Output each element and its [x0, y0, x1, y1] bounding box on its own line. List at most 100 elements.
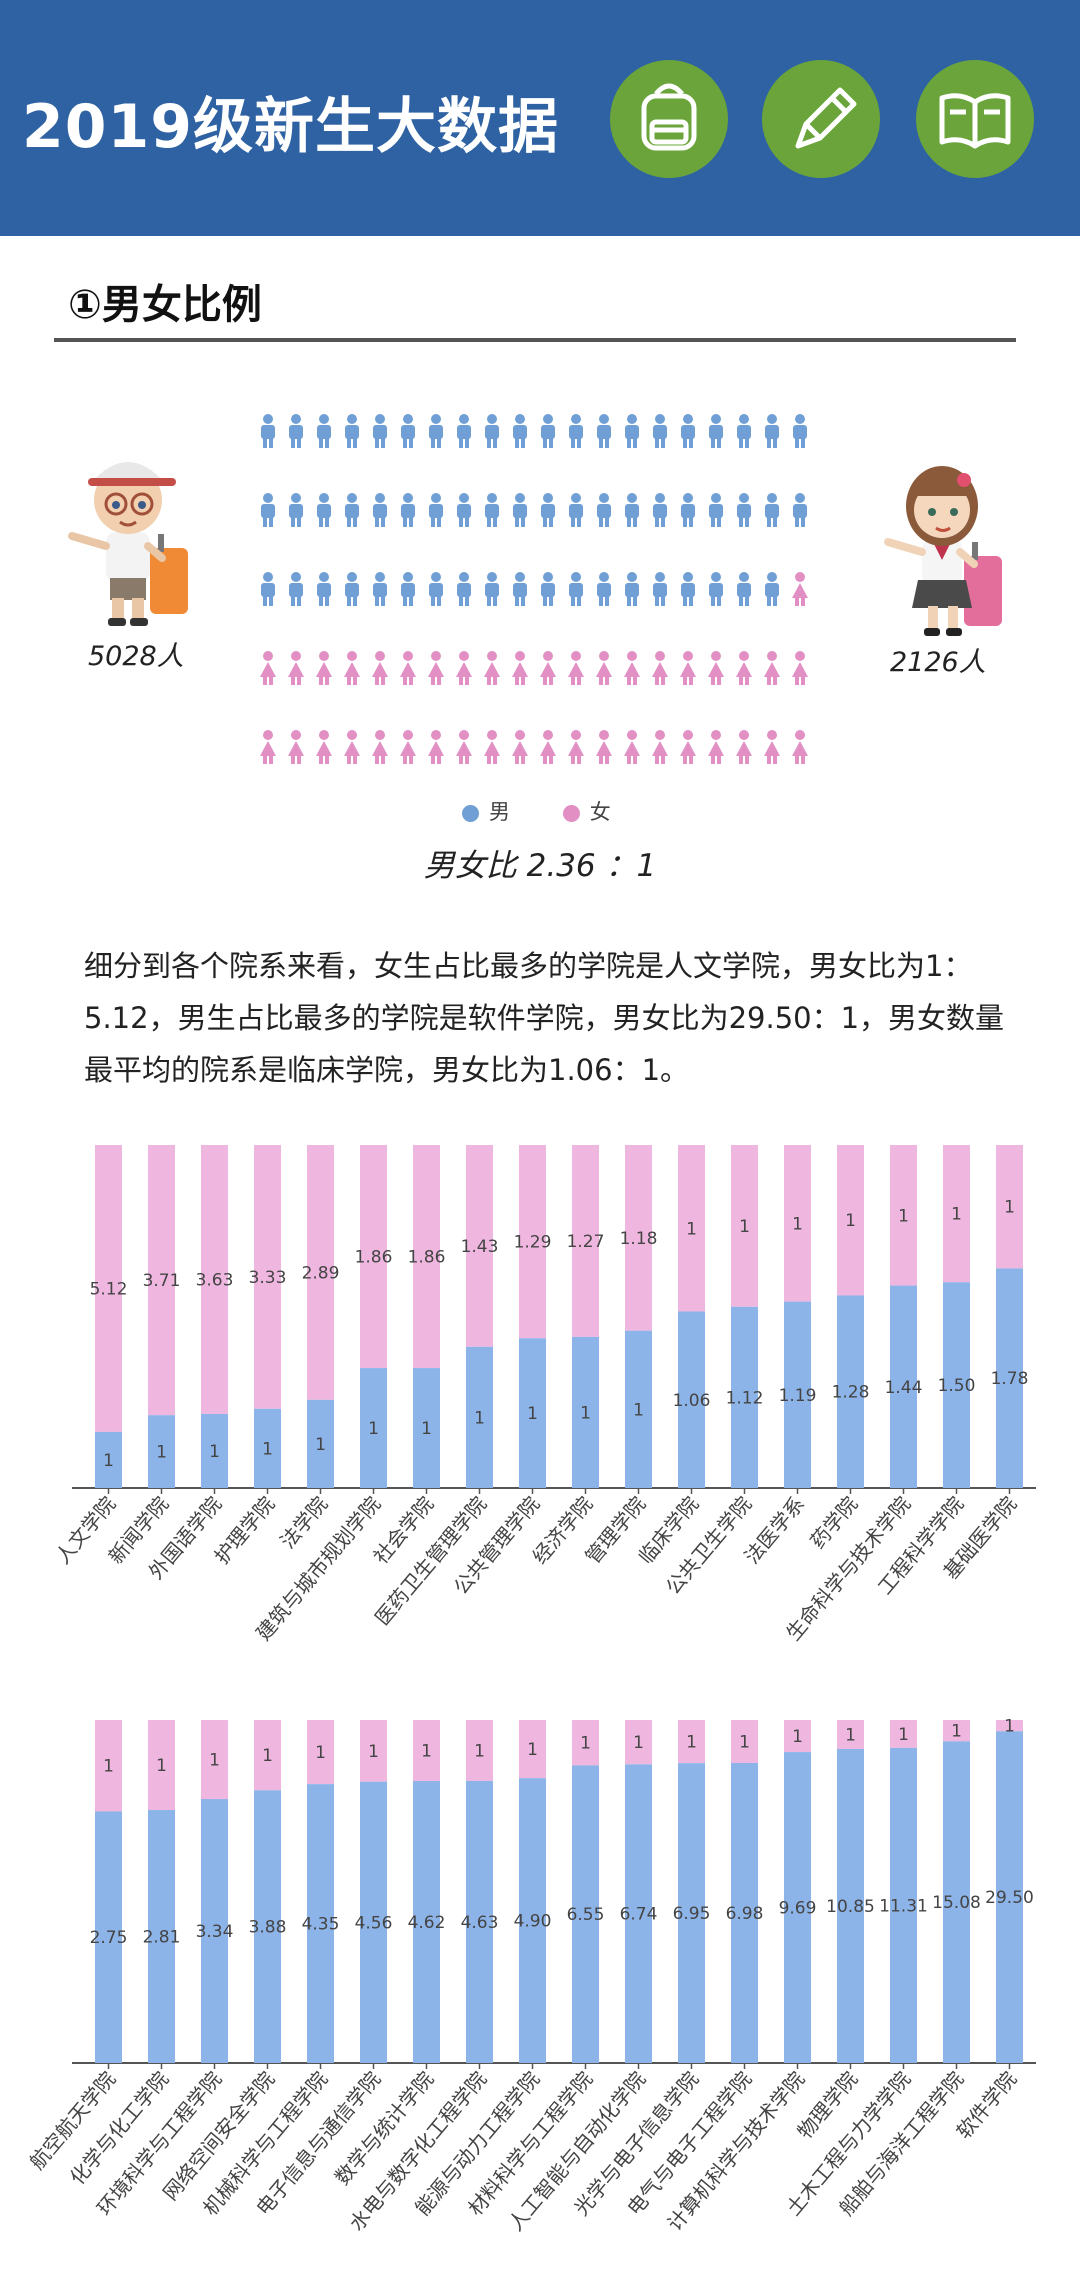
female-person-icon	[344, 651, 360, 685]
bar-male	[678, 1311, 705, 1488]
bar-female	[572, 1720, 599, 1766]
bar-male	[466, 1346, 493, 1488]
data-label-female: 1	[633, 1733, 644, 1753]
data-label-male: 6.95	[673, 1904, 711, 1924]
female-person-icon	[568, 730, 584, 764]
data-label-female: 2.89	[302, 1263, 340, 1283]
data-label-female: 5.12	[90, 1279, 128, 1299]
female-person-icon	[400, 651, 416, 685]
data-label-male: 4.35	[302, 1915, 340, 1935]
bar-female	[784, 1720, 811, 1753]
data-label-female: 1	[262, 1746, 273, 1766]
male-person-icon	[429, 493, 443, 527]
female-person-icon	[428, 730, 444, 764]
bar-female	[360, 1145, 387, 1369]
page-title: 2019级新生大数据	[22, 92, 559, 162]
bar-female	[254, 1720, 281, 1791]
bar-female	[625, 1145, 652, 1331]
female-person-icon	[680, 651, 696, 685]
male-person-icon	[373, 572, 387, 606]
data-label-male: 1.12	[726, 1388, 764, 1408]
data-label-female: 1.27	[567, 1232, 605, 1252]
data-label-female: 1	[792, 1727, 803, 1747]
female-person-icon	[792, 572, 808, 606]
female-person-icon	[708, 730, 724, 764]
bar-female	[625, 1720, 652, 1765]
female-person-icon	[316, 651, 332, 685]
bar-female	[466, 1720, 493, 1781]
bar-female	[678, 1145, 705, 1312]
data-label-male: 10.85	[826, 1897, 875, 1917]
data-label-female: 1	[1004, 1717, 1015, 1737]
girl-figure	[884, 466, 1002, 636]
male-count-label: 5028人	[88, 641, 184, 672]
data-label-female: 1	[474, 1741, 485, 1761]
female-legend-swatch	[562, 804, 580, 822]
bar-male	[95, 1811, 122, 2063]
bar-male	[625, 1764, 652, 2063]
female-person-icon	[764, 651, 780, 685]
data-label-male: 1	[527, 1404, 538, 1424]
bar-female	[148, 1720, 175, 1811]
pencil-icon	[762, 60, 880, 178]
data-label-female: 3.33	[249, 1268, 287, 1288]
female-person-icon	[736, 730, 752, 764]
gender-icon-grid	[260, 414, 808, 764]
data-label-female: 1	[580, 1734, 591, 1754]
male-person-icon	[429, 572, 443, 606]
bar-male	[148, 1810, 175, 2063]
male-person-icon	[709, 493, 723, 527]
bar-male	[413, 1781, 440, 2063]
data-label-male: 1.44	[885, 1378, 923, 1398]
bar-male	[837, 1295, 864, 1488]
male-person-icon	[317, 493, 331, 527]
male-person-icon	[653, 493, 667, 527]
bar-male	[519, 1338, 546, 1488]
female-person-icon	[456, 651, 472, 685]
data-label-male: 4.90	[514, 1912, 552, 1932]
female-person-icon	[512, 651, 528, 685]
male-person-icon	[401, 414, 415, 448]
bar-female	[519, 1720, 546, 1779]
male-person-icon	[513, 572, 527, 606]
bar-male	[784, 1752, 811, 2063]
ratio-chart-2: 12.75航空航天学院12.81化学与化工学院13.34环境科学与工程学院13.…	[25, 1717, 1036, 2235]
data-label-female: 1.18	[620, 1229, 658, 1249]
female-person-icon	[624, 651, 640, 685]
legend-label-male: 男	[489, 800, 510, 824]
bar-male	[519, 1778, 546, 2063]
bar-female	[996, 1145, 1023, 1269]
bar-male	[466, 1780, 493, 2063]
female-person-icon	[652, 730, 668, 764]
data-label-male: 1.78	[991, 1369, 1029, 1389]
male-person-icon	[625, 414, 639, 448]
female-person-icon	[568, 651, 584, 685]
male-person-icon	[653, 414, 667, 448]
male-person-icon	[597, 414, 611, 448]
data-label-male: 1	[262, 1439, 273, 1459]
bar-male	[837, 1748, 864, 2063]
male-person-icon	[373, 414, 387, 448]
bar-male	[148, 1415, 175, 1488]
bar-male	[360, 1781, 387, 2063]
bar-male	[254, 1408, 281, 1488]
male-person-icon	[429, 414, 443, 448]
female-person-icon	[792, 651, 808, 685]
male-person-icon	[317, 414, 331, 448]
male-person-icon	[485, 572, 499, 606]
bar-female	[254, 1145, 281, 1409]
male-person-icon	[485, 493, 499, 527]
data-label-male: 6.55	[567, 1905, 605, 1925]
bar-male	[890, 1747, 917, 2063]
bar-female	[466, 1145, 493, 1347]
data-label-female: 1	[845, 1211, 856, 1231]
bar-male	[307, 1399, 334, 1488]
data-label-male: 1.19	[779, 1386, 817, 1406]
male-person-icon	[289, 414, 303, 448]
female-person-icon	[372, 651, 388, 685]
female-person-icon	[764, 730, 780, 764]
male-person-icon	[485, 414, 499, 448]
bar-female	[95, 1145, 122, 1432]
female-person-icon	[540, 651, 556, 685]
male-person-icon	[737, 493, 751, 527]
